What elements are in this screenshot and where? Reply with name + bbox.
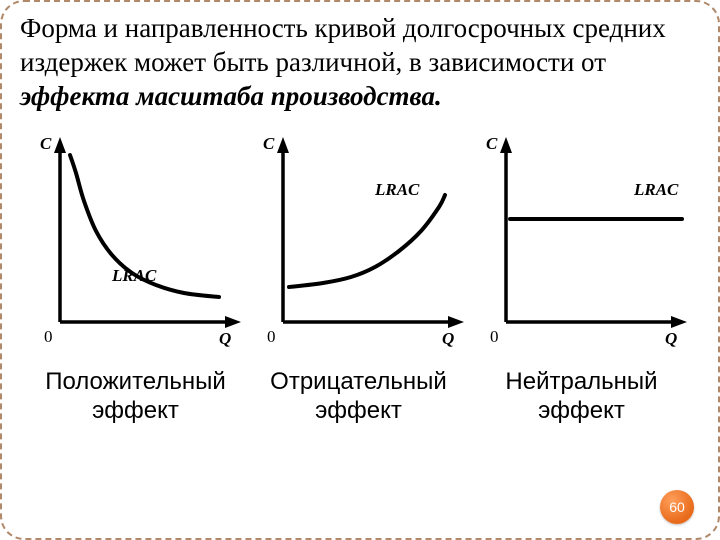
svg-text:C: C (40, 134, 52, 153)
svg-text:Q: Q (219, 329, 231, 348)
svg-text:C: C (263, 134, 275, 153)
chart-positive: C Q 0 LRAC (24, 127, 247, 352)
caption-negative: Отрицательный эффект (247, 368, 470, 426)
svg-text:0: 0 (267, 327, 276, 346)
svg-text:Q: Q (665, 329, 677, 348)
svg-text:LRAC: LRAC (111, 266, 157, 285)
caption-positive: Положительный эффект (24, 368, 247, 426)
svg-text:C: C (486, 134, 498, 153)
svg-text:LRAC: LRAC (374, 180, 420, 199)
page-number-badge: 60 (660, 490, 694, 524)
slide-frame: Форма и направленность кривой долгосрочн… (0, 0, 720, 540)
chart-svg-neutral: C Q 0 LRAC (470, 127, 693, 352)
slide-heading: Форма и направленность кривой долгосрочн… (20, 12, 700, 113)
svg-text:LRAC: LRAC (633, 180, 679, 199)
captions-row: Положительный эффект Отрицательный эффек… (20, 368, 700, 426)
page-number-text: 60 (669, 499, 685, 515)
chart-svg-negative: C Q 0 LRAC (247, 127, 470, 352)
svg-text:0: 0 (44, 327, 53, 346)
chart-neutral: C Q 0 LRAC (470, 127, 693, 352)
heading-plain-text: Форма и направленность кривой долгосрочн… (20, 13, 666, 77)
svg-text:Q: Q (442, 329, 454, 348)
chart-negative: C Q 0 LRAC (247, 127, 470, 352)
caption-neutral: Нейтральный эффект (470, 368, 693, 426)
charts-row: C Q 0 LRAC C Q 0 LRAC C Q 0 LRAC (20, 127, 700, 352)
svg-text:0: 0 (490, 327, 499, 346)
chart-svg-positive: C Q 0 LRAC (24, 127, 247, 352)
heading-emphasis-text: эффекта масштаба производства. (20, 81, 442, 111)
